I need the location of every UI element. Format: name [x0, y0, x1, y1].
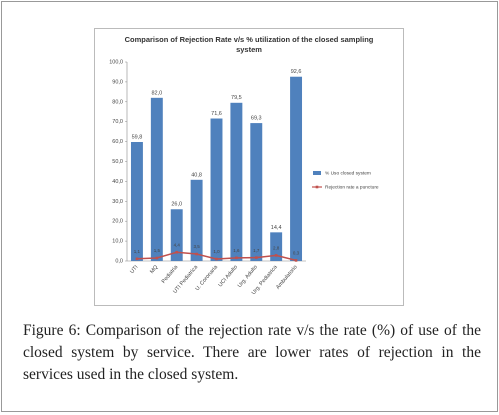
bar-value-label: 82,0	[151, 90, 162, 96]
line-value-label: 0,3	[293, 251, 300, 256]
x-tick-label: MQ	[149, 264, 160, 275]
line-marker	[235, 256, 238, 260]
legend-swatch	[315, 185, 319, 189]
y-tick-label: 100,0	[109, 59, 123, 65]
bar-value-label: 40,8	[191, 172, 202, 178]
y-tick-label: 20,0	[112, 219, 123, 225]
line-marker	[155, 256, 159, 260]
bar	[250, 123, 263, 261]
line-value-label: 1,6	[233, 248, 240, 253]
x-tick-label: UTI	[129, 264, 140, 275]
legend-label: Rejection rate a puncture	[325, 184, 379, 190]
line-marker	[254, 256, 258, 259]
bar-value-label: 92,6	[291, 69, 302, 75]
bar	[270, 232, 283, 261]
line-marker	[195, 252, 198, 256]
line-marker	[294, 259, 298, 262]
bar-value-label: 79,5	[231, 95, 242, 101]
chart-title: Comparison of Rejection Rate v/s % utili…	[124, 35, 374, 54]
bar	[290, 76, 303, 261]
bar	[150, 97, 163, 261]
y-tick-label: 90,0	[112, 79, 123, 85]
line-marker	[135, 257, 139, 261]
line-value-label: 3,5	[193, 244, 200, 249]
y-tick-label: 60,0	[112, 139, 123, 145]
y-tick-label: 40,0	[112, 179, 123, 185]
bar-value-label: 59,8	[132, 134, 143, 140]
caption: Figure 6: Comparison of the rejection ra…	[23, 320, 481, 386]
bar	[130, 141, 143, 261]
bar-value-label: 71,6	[211, 111, 222, 117]
caption-text: Comparison of the rejection rate v/s the…	[23, 322, 481, 383]
bar-value-label: 26,0	[171, 202, 182, 208]
bar	[190, 179, 203, 261]
bar-value-label: 69,3	[251, 116, 262, 122]
line-value-label: 4,4	[174, 242, 181, 247]
line-value-label: 1,0	[213, 249, 220, 254]
y-tick-label: 50,0	[112, 159, 123, 165]
legend-label: % Uso closed system	[325, 170, 371, 176]
bar	[230, 102, 243, 261]
legend-swatch	[313, 171, 321, 175]
line-marker	[175, 250, 179, 254]
line-value-label: 1,1	[134, 249, 141, 254]
caption-label: Figure 6:	[23, 322, 81, 339]
y-tick-label: 70,0	[112, 119, 123, 125]
y-tick-label: 0,0	[115, 258, 123, 264]
y-tick-label: 30,0	[112, 199, 123, 205]
x-tick-label: Pediatria	[161, 264, 180, 285]
x-tick-label: UCI Adulto	[218, 264, 239, 288]
chart-frame	[94, 28, 404, 306]
line-marker	[274, 254, 278, 257]
bar	[170, 209, 183, 261]
bar	[210, 118, 223, 262]
line-value-label: 1,7	[253, 248, 260, 253]
bar-value-label: 14,4	[271, 225, 282, 231]
line-value-label: 1,5	[154, 248, 161, 253]
line-value-label: 2,8	[273, 246, 280, 251]
x-tick-label: Ambulatorio	[275, 264, 298, 290]
line-marker	[215, 257, 218, 261]
y-tick-label: 10,0	[112, 239, 123, 245]
y-tick-label: 80,0	[112, 99, 123, 105]
